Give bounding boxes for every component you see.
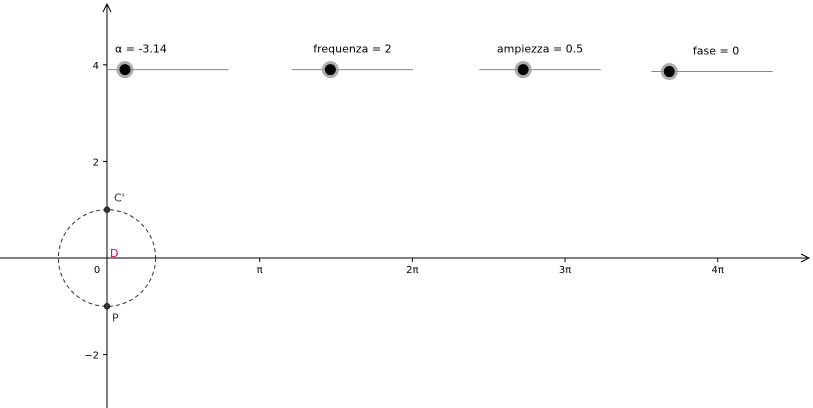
x-tick-label: 2π [406, 265, 418, 276]
slider-ampiezza[interactable]: ampiezza = 0.5 [479, 43, 601, 79]
points-layer: C' D P [103, 192, 125, 324]
slider-alpha[interactable]: α = -3.14 [107, 43, 229, 79]
point-label: P [112, 311, 119, 324]
y-axis-arrow [102, 2, 112, 13]
x-tick-label: 4π [712, 265, 724, 276]
point-label: C' [114, 192, 125, 205]
slider-knob[interactable] [663, 66, 675, 78]
slider-label: fase = 0 [693, 45, 739, 58]
y-tick-label: 4 [93, 61, 99, 72]
slider-frequenza[interactable]: frequenza = 2 [291, 43, 414, 79]
slider-knob[interactable] [324, 64, 336, 76]
slider-knob[interactable] [119, 64, 131, 76]
sliders-layer: α = -3.14 frequenza = 2 ampiezza = 0.5 fase… [107, 43, 773, 81]
point-label: D [110, 247, 118, 260]
slider-label: frequenza = 2 [313, 43, 391, 56]
y-tick-label: 2 [93, 157, 99, 168]
point-P[interactable] [103, 303, 111, 310]
x-axis-arrow [800, 253, 811, 263]
point-Cprime[interactable] [103, 206, 111, 213]
x-tick-label: 3π [559, 265, 571, 276]
slider-label: α = -3.14 [115, 43, 167, 56]
x-tick-label: π [257, 265, 263, 276]
slider-label: ampiezza = 0.5 [497, 43, 583, 56]
x-tick-label: 0 [94, 265, 100, 276]
y-tick-label: −2 [84, 351, 99, 362]
slider-knob[interactable] [517, 64, 529, 76]
slider-fase[interactable]: fase = 0 [651, 45, 773, 81]
